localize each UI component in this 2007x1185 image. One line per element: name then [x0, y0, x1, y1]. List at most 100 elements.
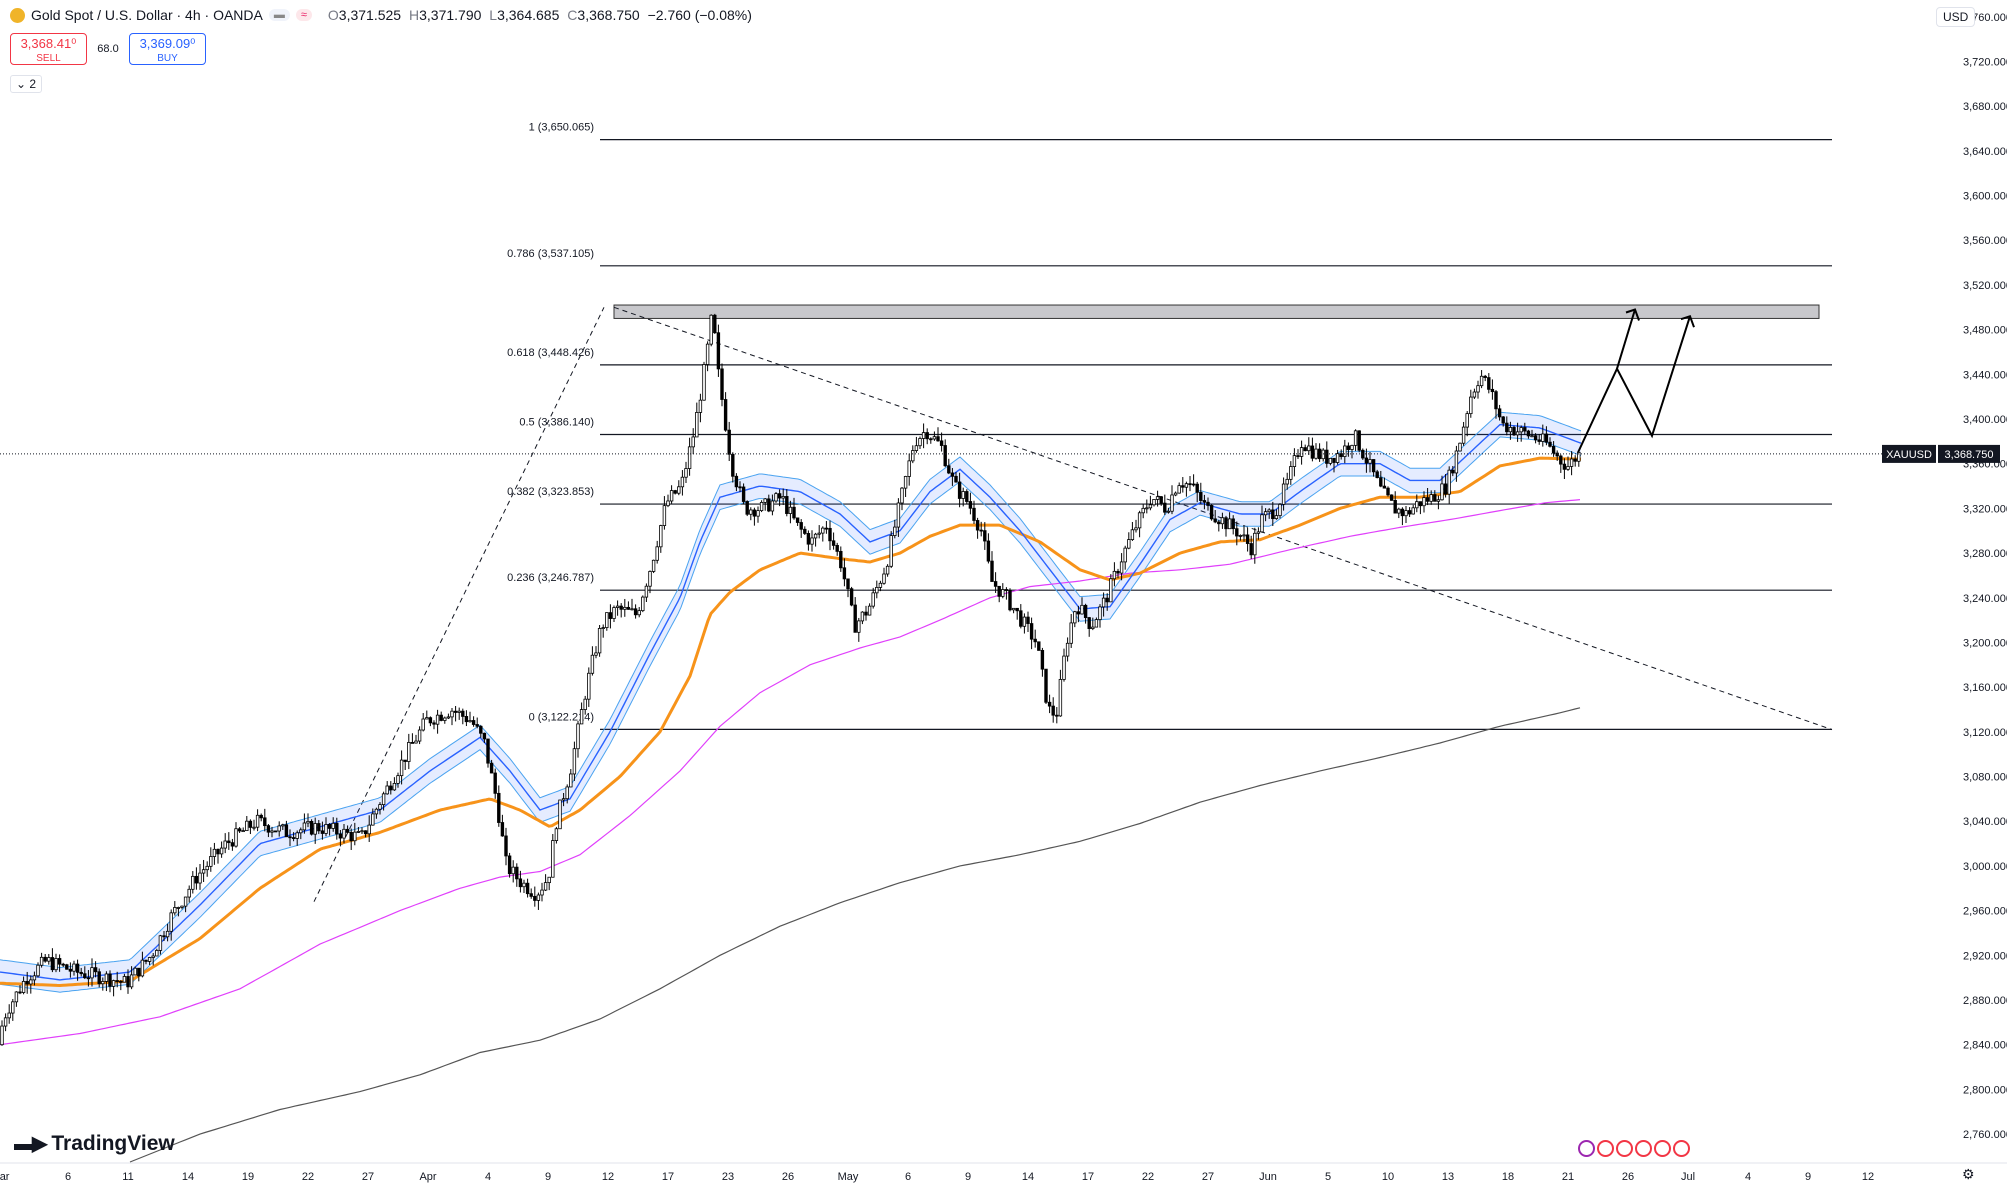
candle [1404, 506, 1408, 524]
candle-body [1087, 617, 1091, 629]
compare-icon[interactable]: ≈ [295, 9, 312, 21]
candle-body [907, 460, 911, 477]
candle [302, 813, 307, 834]
us-flag-icon[interactable] [1597, 1140, 1614, 1157]
candle [342, 824, 346, 844]
candle-body [331, 822, 335, 829]
us-flag-icon[interactable] [1654, 1140, 1671, 1157]
candle [1245, 527, 1250, 552]
candle-body [637, 610, 641, 616]
candle [367, 815, 371, 842]
low-value: 3,364.685 [497, 7, 560, 23]
candle [1494, 390, 1498, 419]
candle-body [194, 875, 199, 884]
candle-body [363, 830, 368, 835]
candle [29, 975, 33, 994]
candle-body [979, 529, 983, 532]
tradingview-logo[interactable]: ▬▶ TradingView [14, 1131, 175, 1156]
candle-body [518, 878, 523, 888]
currency-selector[interactable]: USD [1936, 7, 1976, 27]
candlesticks [0, 313, 1581, 1046]
candle [212, 842, 217, 865]
candle-body [1465, 413, 1469, 428]
candle [266, 824, 271, 838]
visibility-icon[interactable]: ▬ [268, 9, 290, 21]
candle [1123, 545, 1127, 570]
candle-body [1217, 521, 1221, 525]
candle-body [795, 517, 800, 523]
y-tick-label: 3,200.000 [1963, 637, 2007, 649]
candle [633, 604, 638, 619]
candle-body [536, 894, 541, 901]
candle [576, 720, 580, 758]
flash-event-icon[interactable] [1578, 1140, 1595, 1157]
candle-body [1127, 539, 1131, 549]
us-flag-icon[interactable] [1635, 1140, 1652, 1157]
sell-button[interactable]: 3,368.41⁰ SELL [10, 33, 87, 65]
candle-body [54, 958, 58, 971]
candle-body [378, 804, 382, 810]
candle [943, 439, 947, 468]
candle [1278, 503, 1282, 519]
candle [392, 777, 397, 791]
candle [1166, 507, 1171, 514]
candle [572, 741, 577, 781]
time-axis[interactable]: Mar 6 11 14 19 22 27 Apr 4 9 12 17 23 26 May 6 9 14 17 22 27… [0, 1162, 2007, 1183]
candle [3, 1013, 8, 1032]
tradingview-logo-icon: ▬▶ [14, 1133, 47, 1155]
candle-body [1170, 494, 1174, 512]
buy-button[interactable]: 3,369.09⁰ BUY [129, 33, 206, 65]
us-flag-icon[interactable] [1616, 1140, 1633, 1157]
candle-body [1519, 427, 1523, 433]
candle [1379, 470, 1383, 488]
price-axis[interactable]: 2,760.000 2,800.000 2,840.000 2,880.000 2,92… [1963, 12, 2007, 1141]
indicators-toggle[interactable]: ⌄ 2 [10, 75, 43, 93]
economic-events[interactable] [1578, 1140, 1690, 1157]
candle [1508, 421, 1513, 440]
candle [1479, 370, 1484, 389]
candle-body [1487, 377, 1491, 390]
candle [317, 819, 321, 835]
candle-body [1357, 430, 1361, 451]
candle [979, 521, 983, 537]
candle [810, 530, 814, 552]
candle [824, 521, 829, 534]
candle [1523, 422, 1527, 435]
candle [1029, 617, 1034, 650]
candle-body [1260, 514, 1264, 533]
candle [738, 481, 742, 493]
candle-body [173, 907, 177, 914]
candle-body [1440, 483, 1444, 501]
symbol-title[interactable]: Gold Spot / U.S. Dollar · 4h · OANDA [31, 7, 263, 23]
candle-body [29, 979, 33, 985]
candle [1296, 449, 1300, 460]
candle-body [61, 963, 65, 966]
candle-body [399, 759, 404, 777]
x-tick-label: 4 [485, 1171, 491, 1183]
us-flag-icon[interactable] [1673, 1140, 1690, 1157]
candle [396, 772, 400, 788]
candle-body [140, 959, 145, 977]
candle [839, 546, 843, 572]
candle [446, 713, 451, 720]
fibonacci-retracement[interactable]: 1 (3,650.065) 0.786 (3,537.105) 0.618 (3,4… [507, 122, 1832, 730]
x-tick-label: 27 [362, 1171, 374, 1183]
candle [403, 759, 407, 770]
candle [1389, 494, 1394, 501]
projection-path[interactable] [1577, 308, 1695, 453]
resistance-zone[interactable] [613, 304, 1820, 319]
candle [1051, 697, 1055, 723]
candle [14, 991, 19, 1007]
candle-body [813, 533, 818, 539]
candle [486, 738, 490, 768]
candle-body [572, 748, 577, 775]
candle [1519, 425, 1523, 442]
candle [885, 564, 890, 577]
x-tick-label: Apr [419, 1171, 436, 1183]
candle [428, 716, 433, 727]
candle-body [180, 905, 184, 908]
candle-body [821, 527, 825, 534]
candle [626, 601, 631, 610]
gear-icon[interactable]: ⚙ [1962, 1166, 1975, 1182]
